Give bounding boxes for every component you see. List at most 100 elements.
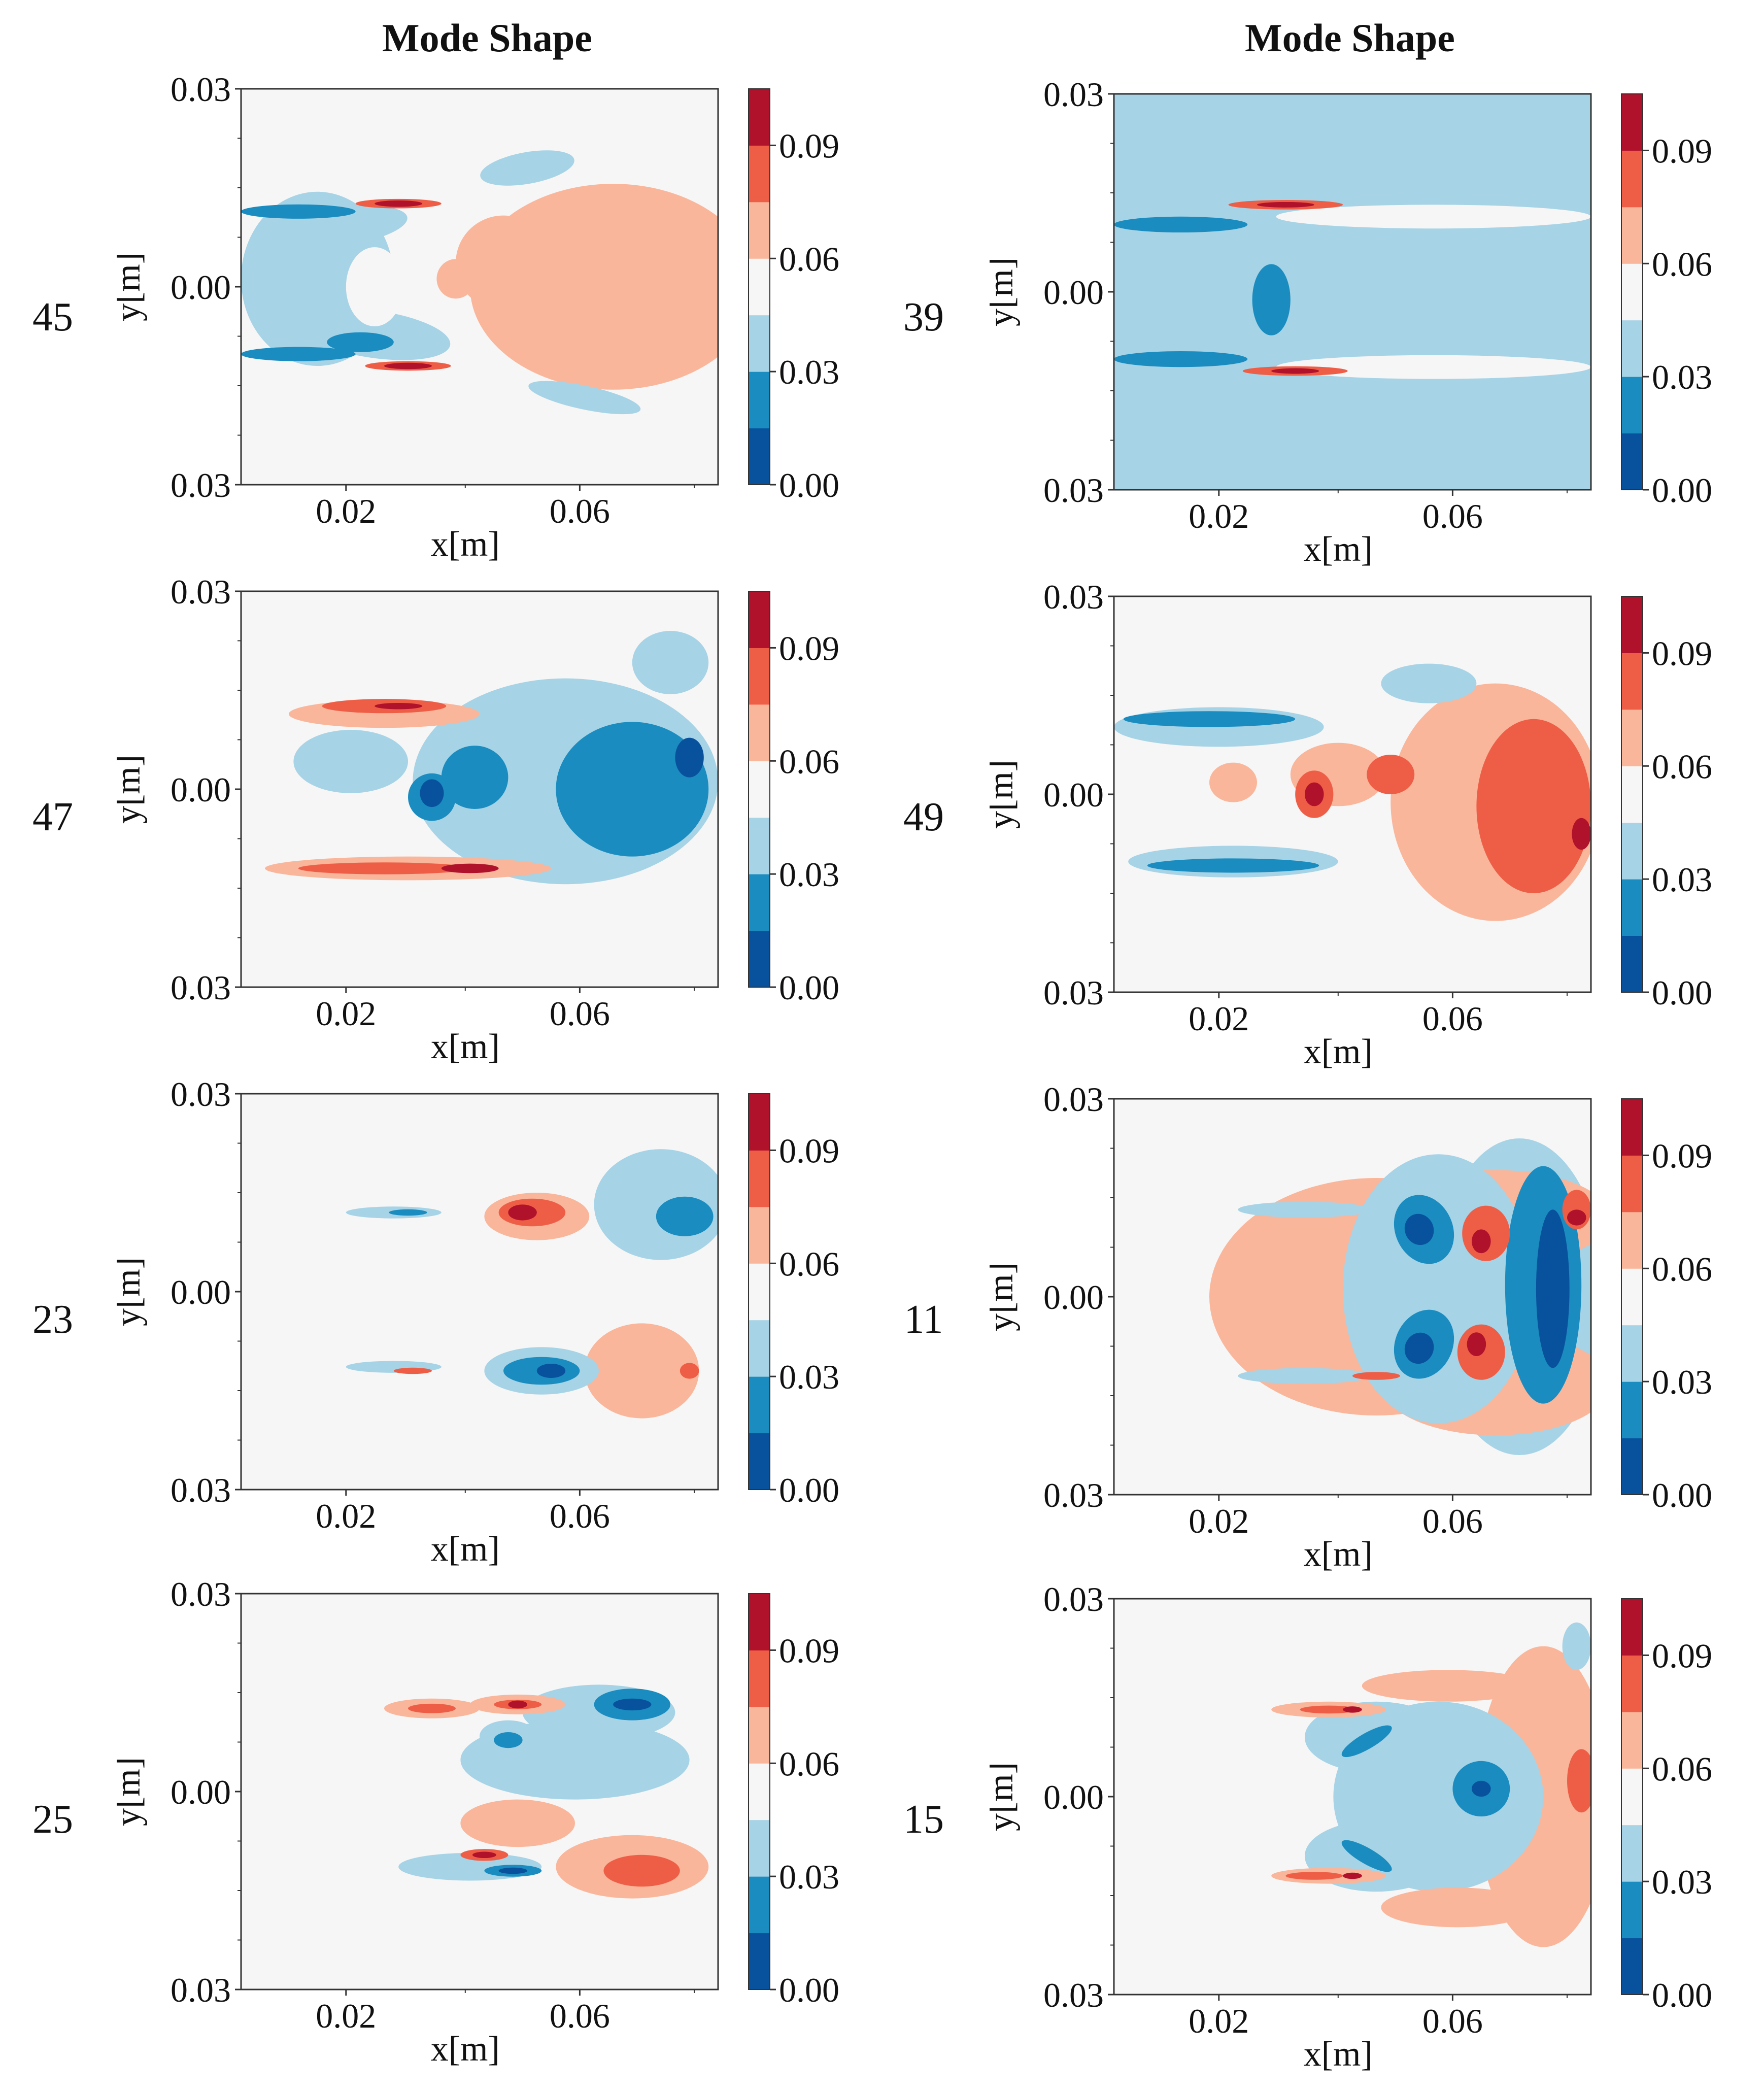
x-tick-label: 0.02 [316,1997,376,2035]
y-tick-label: 0.03 [171,1971,231,2009]
contour-region [436,259,475,299]
colorbar-level [749,648,770,705]
field-background [1114,94,1591,490]
colorbar-level [1621,879,1643,936]
contour-region [1305,782,1324,806]
contour-region [1467,1332,1486,1356]
mode-number-15: 15 [903,1797,944,1842]
contour-region [494,1732,523,1748]
contour-region [480,150,574,186]
x-tick-label: 0.02 [316,492,376,530]
contour-region [241,204,356,219]
contour-region [384,362,432,369]
contour-region [680,1363,699,1379]
panel-mode-11: 0.03 0.00 0.03 0.02 0.06 x[m] y[m] 0.00 0.03 0.06… [990,1086,1712,1574]
colorbar-frame [748,591,770,988]
colorbar-frame [748,1093,770,1490]
colorbar-tick-label: 0.09 [1652,1636,1712,1675]
y-tick-label: 0.00 [171,1773,231,1811]
colorbar-level [749,817,770,874]
y-tick-label: 0.00 [171,268,231,307]
colorbar-tick-label: 0.03 [779,1358,839,1396]
colorbar-level [1621,653,1643,710]
contour-region [1276,205,1591,229]
y-tick-label: 0.03 [1043,973,1104,1012]
y-tick-label: 0.03 [171,76,231,109]
y-axis-label: y[m] [117,1757,148,1826]
y-axis-label: y[m] [990,1262,1021,1331]
y-tick-label: 0.03 [1043,1476,1104,1514]
colorbar-level [749,1206,770,1264]
contour-region [1404,1332,1434,1364]
contour-region [420,779,444,807]
x-tick-label: 0.06 [550,1997,610,2035]
field-background [241,1594,718,1989]
contour-region [375,200,423,207]
colorbar-level [749,1763,770,1820]
panel-mode-15: 0.03 0.00 0.03 0.02 0.06 x[m] y[m] 0.00 0.03 0.06… [990,1586,1712,2074]
contour-region [1209,762,1257,802]
y-tick-label: 0.00 [1043,1778,1104,1816]
colorbar-level [749,1320,770,1377]
contour-region [241,347,356,361]
contour-region [594,1149,718,1260]
panel-mode-49: 0.03 0.00 0.03 0.02 0.06 x[m] y[m] 0.00 0.03 0.06… [990,584,1712,1071]
colorbar-level [749,1433,770,1490]
y-tick-label: 0.00 [1043,1278,1104,1317]
colorbar-tick-label: 0.09 [779,1131,839,1170]
colorbar-level [1621,1325,1643,1382]
colorbar-tick-label: 0.03 [1652,1863,1712,1901]
contour-field [1271,1622,1591,1947]
x-tick-label: 0.06 [550,1497,610,1535]
colorbar-frame [748,1593,770,1990]
contour-region [293,730,408,793]
colorbar-level [1621,377,1643,434]
x-tick-label: 0.02 [1189,2002,1249,2040]
x-tick-label: 0.02 [1189,497,1249,535]
mode-number-45: 45 [32,295,73,340]
contour-region [408,1703,456,1713]
colorbar-frame [1621,1598,1643,1995]
contour-region [389,1209,427,1216]
colorbar-tick-label: 0.06 [1652,245,1712,283]
contour-field [265,631,718,885]
contour-region [1572,818,1591,850]
x-axis-label: x[m] [1304,530,1373,569]
colorbar-level [749,704,770,761]
contour-region [460,1799,575,1847]
y-tick-label: 0.00 [1043,273,1104,312]
x-axis-label: x[m] [431,1530,500,1569]
colorbar-tick-label: 0.06 [779,240,839,278]
contour-region [456,215,551,311]
y-tick-label: 0.03 [1043,81,1104,114]
colorbar-level [1621,1438,1643,1495]
contour-region [441,746,508,809]
colorbar-frame [1621,93,1643,490]
contour-region [632,631,709,694]
contour-region [1352,1372,1400,1380]
colorbar-tick-label: 0.00 [779,1971,839,2009]
mode-number-23: 23 [32,1297,73,1342]
x-axis-label: x[m] [1304,1032,1373,1071]
contour-region [1123,711,1296,727]
colorbar-level [1621,1268,1643,1326]
y-tick-label: 0.03 [1043,1976,1104,2014]
contour-region [1252,264,1291,335]
panel-mode-25: 0.03 0.00 0.03 0.02 0.06 x[m] y[m] 0.00 0.03 0.06… [117,1581,839,2069]
colorbar-level [749,428,770,485]
contour-region [1362,1670,1534,1702]
colorbar-level [1621,207,1643,264]
colorbar-tick-label: 0.03 [779,353,839,391]
contour-region [1276,355,1591,379]
colorbar-tick-label: 0.09 [779,1631,839,1670]
x-tick-label: 0.06 [1422,999,1483,1038]
contour-field [1114,663,1591,921]
colorbar-level [1621,1381,1643,1439]
y-axis-label: y[m] [990,760,1021,829]
colorbar-level [749,89,770,146]
contour-region [1476,719,1591,893]
y-tick-label: 0.00 [171,770,231,809]
colorbar-tick-label: 0.03 [779,855,839,894]
contour-region [498,1867,527,1874]
